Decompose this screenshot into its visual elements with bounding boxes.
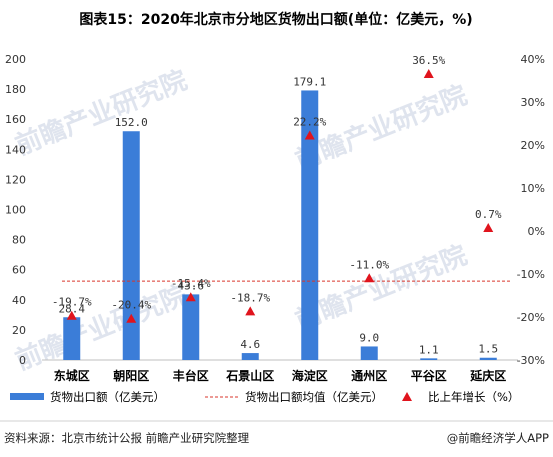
bar — [479, 357, 497, 360]
left-tick-label: 20 — [12, 324, 26, 337]
growth-marker — [483, 222, 494, 232]
category-label: 海淀区 — [292, 368, 328, 383]
growth-marker — [364, 273, 375, 283]
growth-marker — [423, 69, 434, 79]
legend-swatch-bar — [10, 393, 44, 400]
left-tick-label: 0 — [19, 354, 26, 367]
left-tick-label: 140 — [5, 143, 26, 156]
watermark: 前瞻产业研究院 — [11, 280, 191, 377]
legend: 货物出口额（亿美元） 货物出口额均值（亿美元） 比上年增长（%） — [10, 390, 519, 404]
left-tick-label: 100 — [5, 204, 26, 217]
bar — [182, 294, 200, 360]
category-label: 东城区 — [54, 368, 90, 383]
category-label: 朝阳区 — [113, 368, 149, 383]
legend-label-triangle: 比上年增长（%） — [428, 390, 519, 404]
left-tick-label: 160 — [5, 113, 26, 126]
left-tick-label: 80 — [12, 234, 26, 247]
growth-marker — [185, 292, 196, 302]
left-axis: 0 20 40 60 80 100 120 140 160 180 200 — [5, 53, 26, 367]
growth-value-label: -11.0% — [349, 258, 389, 271]
bar-series: 28.4 152.0 43.6 4.6 179.1 9.0 1.1 1.5 — [59, 75, 498, 360]
bar-value-label: 28.4 — [59, 302, 86, 315]
category-label: 平谷区 — [411, 368, 447, 383]
bar — [241, 353, 259, 360]
growth-value-label: 0.7% — [475, 208, 502, 221]
right-tick-label: -30% — [517, 354, 545, 367]
category-label: 通州区 — [351, 368, 387, 383]
growth-marker — [126, 313, 137, 323]
bar — [122, 131, 140, 360]
chart-title: 图表15：2020年北京市分地区货物出口额(单位：亿美元，%) — [79, 11, 472, 28]
growth-series: -19.7% -20.4% -15.4% -18.7% 22.2% -11.0% 36.5%… — [52, 54, 502, 323]
right-tick-label: 0% — [528, 225, 545, 238]
right-axis: -30% -20% -10% 0% 10% 20% 30% 40% — [517, 53, 545, 367]
left-tick-label: 200 — [5, 53, 26, 66]
bar-value-label: 4.6 — [240, 338, 260, 351]
left-tick-label: 120 — [5, 173, 26, 186]
category-label: 丰台区 — [173, 368, 209, 383]
legend-label-line: 货物出口额均值（亿美元） — [245, 390, 383, 404]
bar — [63, 317, 81, 360]
growth-value-label: -15.4% — [171, 277, 211, 290]
growth-value-label: 36.5% — [412, 54, 445, 67]
category-labels: 东城区 朝阳区 丰台区 石景山区 海淀区 通州区 平谷区 延庆区 — [54, 368, 507, 383]
right-tick-label: -10% — [517, 268, 545, 281]
bar-value-label: 9.0 — [359, 331, 379, 344]
bar-value-label: 179.1 — [293, 75, 326, 88]
growth-value-label: 22.2% — [293, 116, 326, 129]
left-tick-label: 60 — [12, 264, 26, 277]
bar-value-label: 1.5 — [478, 343, 498, 356]
right-tick-label: 20% — [521, 139, 545, 152]
bar-value-label: 1.1 — [419, 343, 439, 356]
growth-value-label: -18.7% — [230, 291, 270, 304]
left-tick-label: 40 — [12, 294, 26, 307]
legend-label-bar: 货物出口额（亿美元） — [50, 390, 165, 404]
brand-credit: @前瞻经济学人APP — [447, 431, 549, 445]
watermark: 前瞻产业研究院 — [11, 65, 191, 162]
growth-marker — [245, 306, 256, 316]
bar-value-label: 43.6 — [178, 279, 205, 292]
growth-value-label: -19.7% — [52, 296, 92, 309]
bar — [360, 346, 378, 360]
legend-swatch-triangle — [402, 392, 412, 401]
left-tick-label: 180 — [5, 83, 26, 96]
category-label: 石景山区 — [225, 368, 274, 383]
right-tick-label: 30% — [521, 96, 545, 109]
bar — [420, 358, 438, 360]
growth-value-label: -20.4% — [111, 299, 151, 312]
right-tick-label: 10% — [521, 182, 545, 195]
bar — [301, 90, 319, 360]
bar-value-label: 152.0 — [115, 116, 148, 129]
growth-marker — [66, 310, 77, 320]
right-tick-label: -20% — [517, 311, 545, 324]
growth-marker — [304, 130, 315, 140]
category-label: 延庆区 — [469, 368, 506, 383]
source-note: 资料来源：北京市统计公报 前瞻产业研究院整理 — [4, 431, 250, 445]
right-tick-label: 40% — [521, 53, 545, 66]
